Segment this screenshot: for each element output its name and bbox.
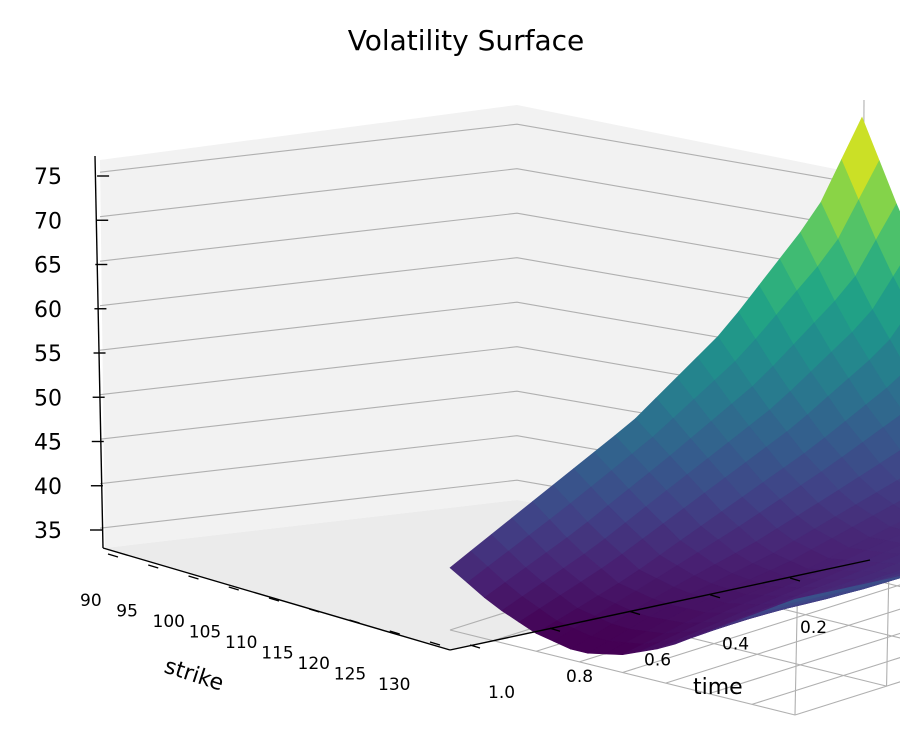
strike-floor-grid-line	[665, 608, 900, 684]
strike-tick	[349, 619, 360, 624]
z-tick-label: 65	[34, 254, 62, 279]
time-tick-label: 0.2	[800, 618, 827, 638]
z-tick-label: 55	[34, 342, 62, 367]
time-floor-grid-line	[449, 629, 796, 716]
surface-patch	[777, 594, 816, 606]
z-grid-line	[99, 123, 863, 185]
strike-axis-line	[102, 547, 451, 651]
z-grid-line	[99, 257, 863, 319]
z-tick-label: 50	[34, 386, 62, 411]
strike-floor-grid-line	[751, 657, 900, 705]
z-tick-label: 45	[34, 431, 62, 456]
surface	[449, 116, 900, 656]
strike-tick-label: 130	[378, 675, 410, 695]
strike-tick-label: 120	[298, 654, 330, 674]
strike-tick	[268, 597, 280, 602]
time-axis-line	[449, 559, 871, 651]
strike-tick	[148, 564, 159, 569]
z-grid-line	[99, 212, 863, 274]
z-grid-line	[99, 168, 863, 230]
strike-tick	[309, 608, 320, 613]
time-tick-label: 0.8	[566, 667, 593, 687]
time-tick	[549, 627, 561, 632]
time-tick-label: 0.6	[644, 651, 671, 671]
time-tick	[789, 577, 801, 582]
axes: 35 40 45 50 55 60 65 70 75 90 95 100105110115120125…	[34, 155, 871, 703]
time-tick	[469, 644, 481, 649]
strike-tick-label: 110	[225, 633, 257, 653]
strike-floor-grid-line	[794, 681, 900, 716]
strike-tick	[429, 641, 441, 646]
z-axis-line	[94, 155, 104, 549]
z-tick-label: 70	[34, 209, 62, 234]
z-tick-label: 75	[34, 165, 62, 190]
strike-tick-label: 115	[261, 644, 293, 664]
y-axis-title: time	[693, 675, 743, 700]
strike-tick-label: 125	[334, 665, 366, 685]
strike-tick-label: 95	[116, 602, 138, 622]
strike-tick-label: 105	[189, 623, 221, 643]
strike-floor-grid-line	[708, 632, 900, 695]
strike-tick	[389, 630, 400, 635]
time-tick-label: 1.0	[488, 683, 515, 703]
strike-floor-grid-line	[622, 584, 900, 674]
x-axis-title: strike	[161, 654, 227, 697]
strike-tick	[228, 586, 239, 591]
z-tick-label: 35	[34, 519, 62, 544]
z-tick-label: 60	[34, 298, 62, 323]
strike-tick	[188, 575, 199, 580]
z-tick-label: 40	[34, 475, 62, 500]
time-tick	[709, 594, 721, 599]
chart-title: Volatility Surface	[348, 24, 584, 57]
time-tick-label: 0.4	[722, 634, 749, 654]
time-tick	[629, 610, 641, 616]
strike-tick-label: 100	[153, 612, 185, 632]
strike-tick	[107, 553, 119, 558]
strike-tick-label: 90	[80, 591, 102, 611]
